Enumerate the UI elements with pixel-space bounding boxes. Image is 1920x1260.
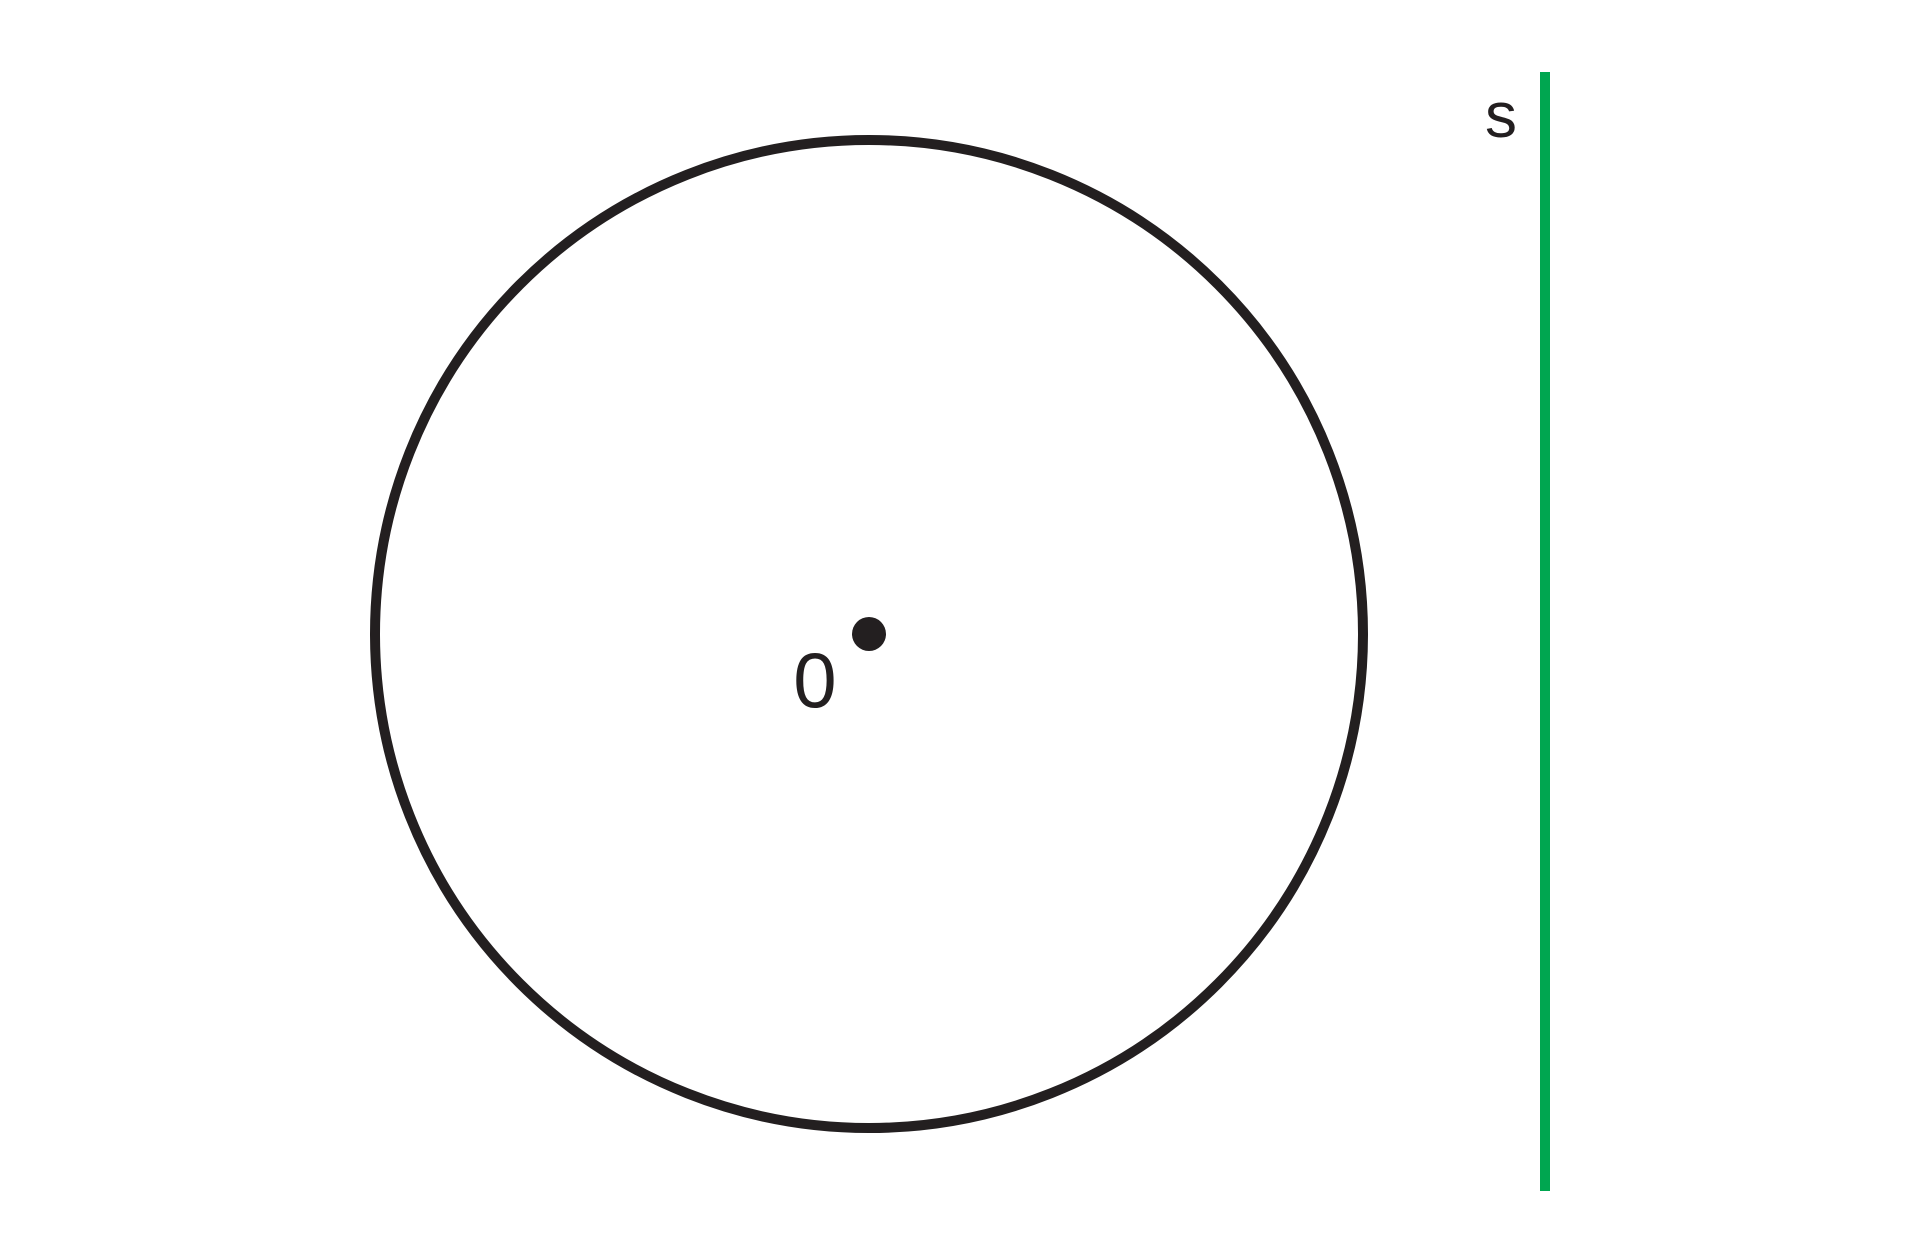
circle bbox=[370, 135, 1368, 1133]
center-point bbox=[852, 617, 886, 651]
center-label: 0 bbox=[793, 636, 836, 724]
line-label: s bbox=[1485, 79, 1517, 151]
